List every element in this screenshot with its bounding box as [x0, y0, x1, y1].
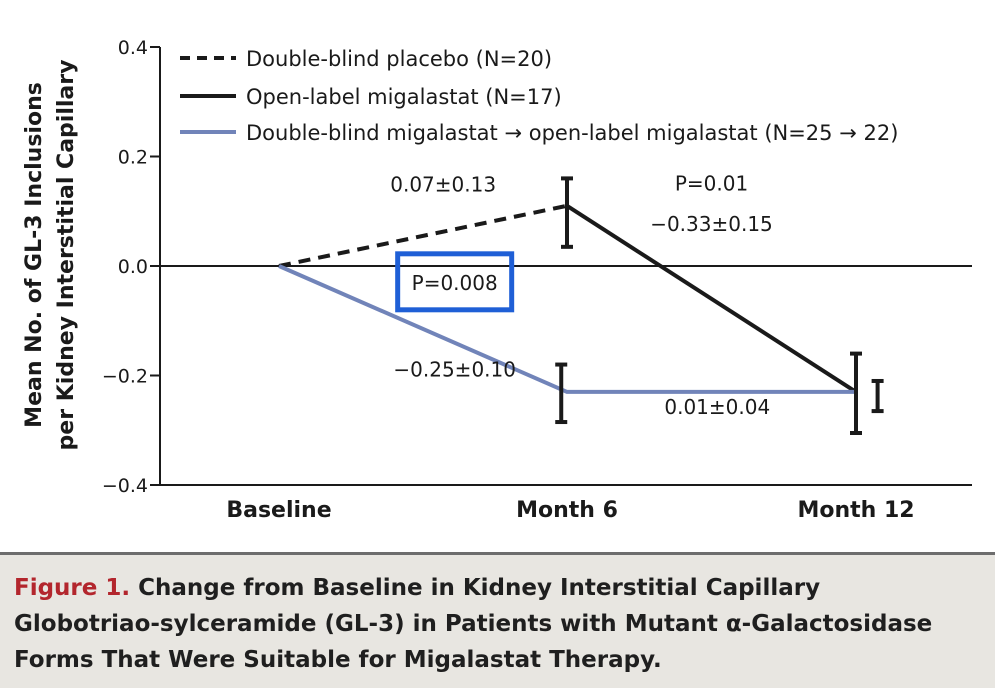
- data-annotation: 0.01±0.04: [664, 395, 770, 419]
- x-category-label: Baseline: [226, 498, 331, 523]
- data-annotation: P=0.01: [675, 171, 748, 195]
- data-annotation: −0.33±0.15: [650, 212, 773, 236]
- y-tick-label: 0.2: [118, 147, 148, 169]
- y-tick-label: −0.2: [102, 366, 148, 388]
- x-category-label: Month 6: [516, 498, 618, 523]
- series-line-2: [565, 204, 858, 394]
- figure-label: Figure 1.: [14, 575, 131, 601]
- legend-entry-1: Double-blind placebo (N=20): [246, 47, 552, 71]
- y-tick-label: 0.0: [118, 256, 148, 278]
- y-axis-label-line1: Mean No. of GL-3 Inclusions: [22, 82, 47, 428]
- data-annotation: −0.25±0.10: [393, 358, 516, 382]
- highlight-p-value: P=0.008: [412, 271, 498, 295]
- chart-area: 0.4 0.2 0.0 −0.2 −0.4 Mean No. of GL-3 Inclus…: [22, 37, 972, 523]
- highlight-box: [395, 251, 515, 313]
- y-tick-label: −0.4: [102, 475, 148, 497]
- data-annotation: 0.07±0.13: [390, 173, 496, 197]
- series-line-3: [278, 264, 856, 394]
- figure-caption: Figure 1. Change from Baseline in Kidney…: [0, 552, 995, 688]
- series-line-1: [278, 203, 568, 268]
- line-chart: 0.4 0.2 0.0 −0.2 −0.4 Mean No. of GL-3 Inclus…: [22, 37, 972, 523]
- legend-entry-2: Open-label migalastat (N=17): [246, 85, 562, 109]
- y-axis-label-line2: per Kidney Interstitial Capillary: [54, 60, 79, 451]
- caption-text: Change from Baseline in Kidney Interstit…: [14, 575, 933, 673]
- x-category-label: Month 12: [797, 498, 914, 523]
- legend-entry-3: Double-blind migalastat → open-label mig…: [246, 121, 898, 145]
- y-tick-label: 0.4: [118, 37, 148, 59]
